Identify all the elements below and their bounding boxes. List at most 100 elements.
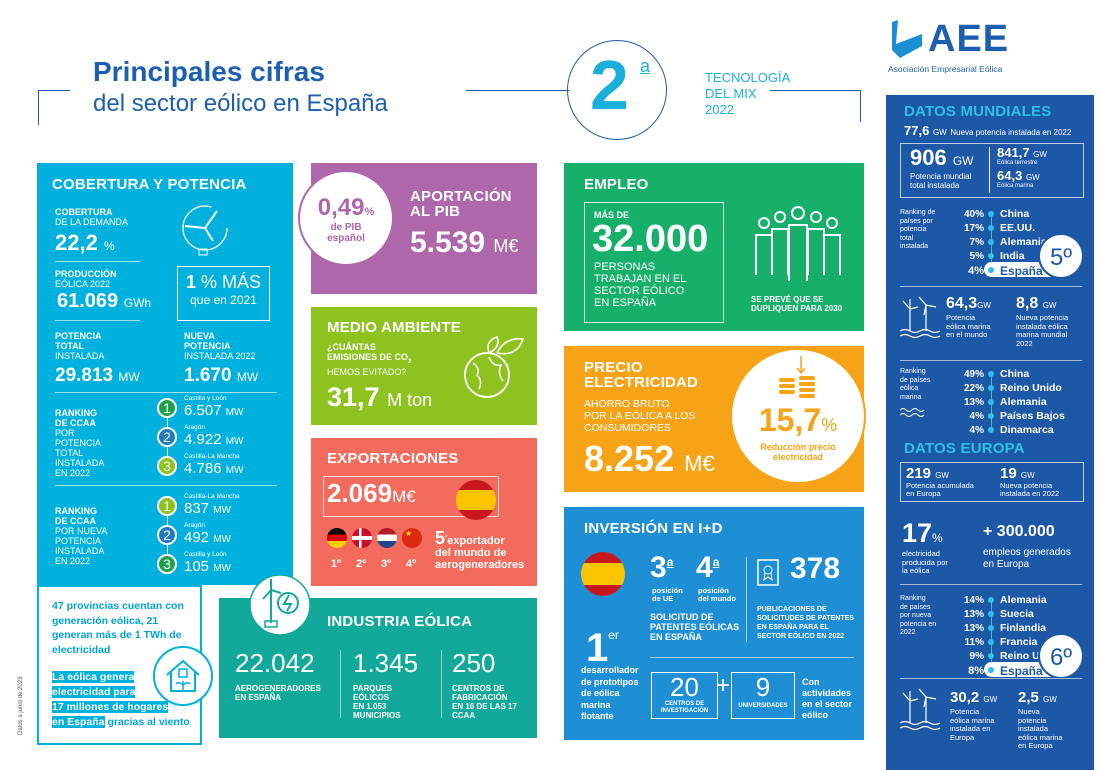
label: DE CCAA (55, 516, 97, 526)
first-value: 1 (586, 626, 609, 670)
desc-line: SECTOR EÓLICO (594, 285, 685, 297)
label: SECTOR EÓLICO EN 2022 (757, 633, 845, 640)
ranking-dot (988, 625, 994, 631)
desc-line: AHORRO BRUTO (584, 398, 670, 410)
waves-icon (900, 408, 924, 417)
section-title: COBERTURA Y POTENCIA (52, 176, 247, 193)
provincias-box: 47 provincias cuentan con generación eól… (37, 585, 202, 745)
ranking-pct: 13% (963, 397, 984, 408)
label-line: FABRICACIÓN (452, 693, 508, 702)
header-line (38, 90, 70, 91)
desc-line: marina (581, 699, 611, 710)
label: Con (802, 677, 820, 687)
desc-line: de eólica (581, 688, 620, 698)
centros-box: 20 CENTROS DE INVESTIGACIÓN (651, 672, 718, 719)
header-line (770, 90, 860, 91)
first-sup: er (608, 628, 619, 642)
value: 837 (184, 500, 210, 517)
circle-label: español (327, 233, 365, 244)
highlight-line: La eólica genera (52, 671, 135, 683)
empleo-box (584, 202, 724, 323)
label: Ranking (900, 595, 926, 602)
unit: GW (983, 695, 998, 704)
rank-badge: 1 (157, 496, 177, 516)
value: 30,2 (950, 689, 980, 706)
value: 8,8 (1016, 295, 1039, 312)
desc-line: PERSONAS (594, 261, 656, 273)
region-value: 4.922 MW (184, 431, 244, 448)
circle-label: de PIB (330, 222, 362, 233)
globe-leaf-icon (464, 336, 525, 398)
cobertura-panel: COBERTURA Y POTENCIA COBERTURA DE LA DEMA… (37, 163, 293, 585)
pct-label: Reducción precio (760, 442, 836, 452)
ranking-country: Países Bajos (1000, 410, 1065, 422)
ranking-country: Alemania (1000, 396, 1047, 408)
ranking-pct: 8% (968, 665, 984, 677)
label: eólica (900, 385, 919, 392)
desc-line: POR LA EÓLICA A LOS (584, 410, 696, 422)
export-value: 2.069 (327, 478, 393, 508)
label: Potencia (946, 313, 976, 322)
unit: MW (213, 505, 231, 516)
value: + 300.000 (983, 523, 1055, 540)
label: DE LA DEMANDA (55, 217, 129, 227)
label: PATENTES EÓLICAS (650, 622, 740, 632)
rank-badge: 3 (157, 554, 177, 574)
ue-value: 3 (650, 551, 667, 584)
ranking-line (991, 599, 992, 669)
label: POR NUEVA (55, 526, 108, 536)
label: CENTROS DE (664, 701, 705, 707)
label: de UE (652, 594, 674, 603)
label: producida por (902, 557, 948, 567)
precio-value: 8.252 (584, 438, 675, 479)
label: instalada (1018, 724, 1049, 733)
label: NUEVA (184, 331, 215, 341)
section-title: ELECTRICIDAD (584, 374, 699, 391)
ranking-pct: 40% (963, 209, 984, 220)
label: Ranking de (900, 209, 936, 216)
unit: M ton (387, 390, 433, 410)
rank-badge: 2 (157, 525, 177, 545)
pos-text: exportador (447, 535, 505, 547)
label: INSTALADA (55, 351, 105, 361)
label: instalada eólica (1016, 321, 1068, 331)
rank-circle (567, 40, 667, 140)
ranking-dot (988, 399, 994, 405)
mas-text: % MÁS (201, 272, 262, 292)
header-line (466, 90, 569, 91)
region-value: 492 MW (184, 529, 231, 546)
ranking-country: España (1000, 664, 1043, 678)
rank-number: 2 (590, 46, 629, 124)
industria-value: 22.042 (235, 648, 315, 678)
total-value: 29.813 (55, 365, 114, 386)
label: en Europa (983, 559, 1030, 570)
pib-value: 5.539 (410, 226, 486, 259)
unit: GW (1025, 173, 1040, 182)
ranking-pct: 4% (969, 411, 984, 422)
ranking-dot (988, 239, 994, 245)
section-title: APORTACIÓN (410, 188, 512, 205)
unit: GWh (123, 296, 152, 310)
highlight-line: electricidad para (52, 686, 136, 698)
label: DE CCAA (55, 418, 97, 428)
export-panel: EXPORTACIONES 2.069M€ ★ 1º 2º 3º 4º 5ºex… (311, 438, 537, 586)
label: marina mundial (1016, 330, 1068, 339)
desc-line: flotante (581, 711, 614, 721)
rank-text-line: TECNOLOGÍA (705, 70, 791, 85)
label: POTENCIA (55, 536, 102, 546)
ranking-country: Alemania (1000, 236, 1047, 248)
logo-text: AEE (928, 18, 1010, 60)
label: PRODUCCIÓN (55, 269, 117, 279)
ranking-country: Francia (1000, 636, 1038, 648)
provincias-highlight: La eólica genera electricidad para 17 mill… (52, 670, 202, 730)
note-line: SE PREVÉ QUE SE (751, 295, 824, 304)
logo-icon (892, 20, 922, 58)
label: INSTALADA (55, 458, 105, 468)
unit: GW (1043, 695, 1057, 704)
value: 906 (910, 145, 947, 170)
header-line (38, 90, 39, 125)
ranking-country: China (1000, 208, 1030, 220)
region-name: Aragón (184, 424, 205, 431)
region-value: 6.507 MW (184, 402, 244, 419)
house-plant-icon (153, 646, 213, 706)
